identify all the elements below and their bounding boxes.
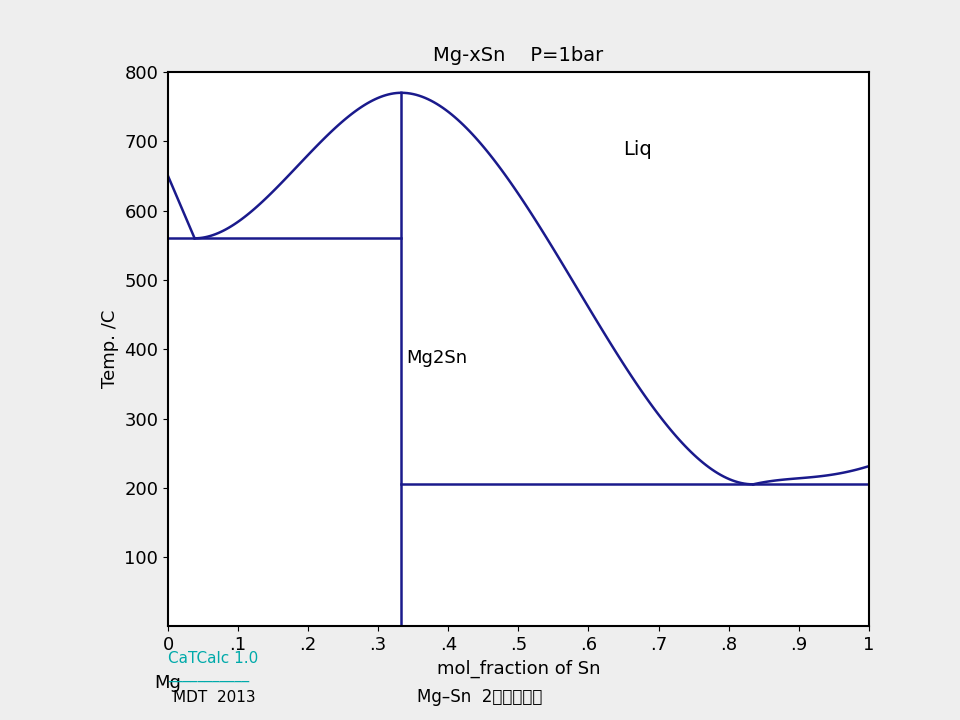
Title: Mg-xSn    P=1bar: Mg-xSn P=1bar: [433, 46, 604, 65]
Text: CaTCalc 1.0: CaTCalc 1.0: [168, 651, 258, 666]
X-axis label: mol_fraction of Sn: mol_fraction of Sn: [437, 660, 600, 678]
Text: Mg2Sn: Mg2Sn: [406, 349, 468, 367]
Y-axis label: Temp. /C: Temp. /C: [101, 310, 119, 388]
Text: Liq: Liq: [624, 140, 652, 159]
Text: Mg: Mg: [155, 673, 181, 691]
Text: MDT  2013: MDT 2013: [173, 690, 255, 705]
Text: Mg–Sn  2元系状態図: Mg–Sn 2元系状態図: [418, 688, 542, 706]
Text: ___________: ___________: [168, 667, 250, 683]
